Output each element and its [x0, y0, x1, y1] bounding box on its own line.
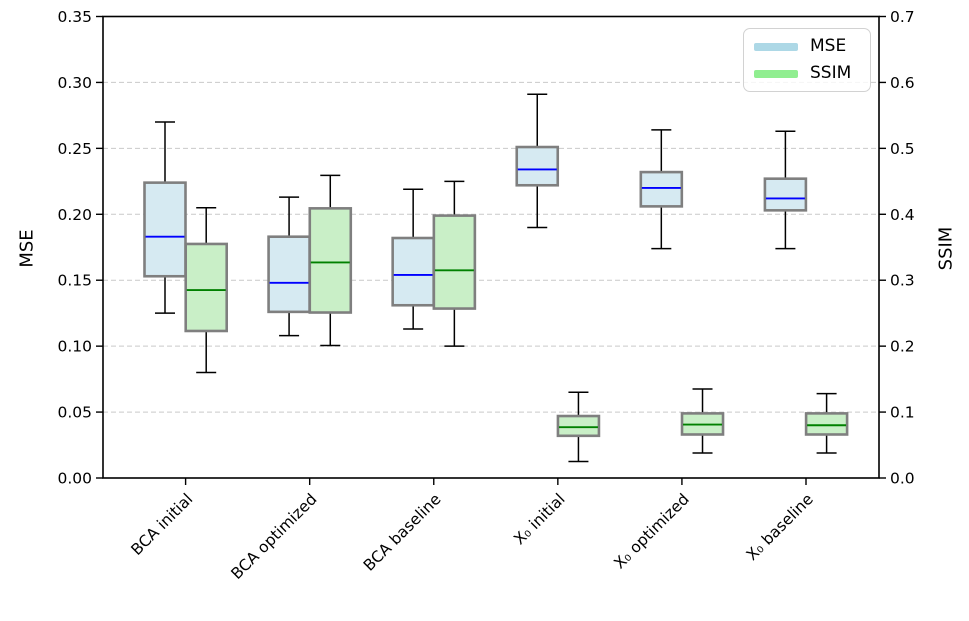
right-tick-label: 0.0	[890, 470, 915, 488]
right-tick-label: 0.4	[890, 206, 915, 224]
right-axis-title: SSIM	[935, 226, 957, 271]
left-tick-label: 0.15	[57, 272, 92, 290]
box-mse-2	[391, 188, 435, 330]
legend-label-mse: MSE	[810, 36, 847, 56]
left-tick-label: 0.00	[57, 470, 92, 488]
legend-entry-mse: MSE	[754, 38, 858, 55]
box-rect	[515, 145, 560, 187]
box-mse-1	[267, 196, 311, 337]
ssim-swatch-icon	[754, 69, 798, 78]
box-rect	[391, 236, 435, 307]
right-tick-label: 0.1	[890, 404, 915, 422]
box-rect	[143, 181, 187, 278]
x-tick-label: X₀ baseline	[743, 490, 817, 564]
x-tick-label: X₀ initial	[510, 490, 568, 548]
box-mse-4	[639, 129, 684, 250]
left-tick-label: 0.20	[57, 206, 92, 224]
right-tick-label: 0.5	[890, 140, 915, 158]
x-tick-label: BCA baseline	[360, 490, 445, 575]
box-rect	[308, 207, 353, 314]
left-tick-label: 0.10	[57, 338, 92, 356]
box-rect	[639, 170, 684, 208]
left-tick-label: 0.25	[57, 140, 92, 158]
box-rect	[763, 177, 808, 212]
box-mse-3	[515, 93, 560, 229]
box-mse-5	[763, 130, 808, 250]
box-rect	[804, 412, 849, 436]
box-ssim-4	[680, 388, 725, 454]
box-rect	[267, 235, 311, 314]
box-ssim-5	[804, 392, 849, 454]
x-tick-label: BCA optimized	[228, 490, 321, 583]
box-rect	[556, 414, 601, 438]
left-axis-title: MSE	[16, 229, 38, 268]
box-ssim-2	[432, 180, 477, 347]
right-tick-label: 0.2	[890, 338, 915, 356]
left-tick-label: 0.30	[57, 74, 92, 92]
box-mse-0	[143, 121, 187, 314]
box-ssim-1	[308, 174, 353, 347]
box-ssim-3	[556, 391, 601, 463]
right-tick-label: 0.3	[890, 272, 915, 290]
right-tick-label: 0.6	[890, 74, 915, 92]
box-ssim-0	[184, 206, 228, 374]
legend-entry-ssim: SSIM	[754, 65, 858, 82]
box-rect	[184, 242, 228, 333]
x-tick-label: X₀ optimized	[610, 490, 692, 572]
box-rect	[432, 214, 477, 310]
mse-swatch-icon	[754, 42, 798, 51]
legend: MSE SSIM	[743, 28, 871, 92]
x-tick-label: BCA initial	[128, 490, 197, 559]
legend-label-ssim: SSIM	[810, 63, 852, 83]
right-tick-label: 0.7	[890, 8, 915, 26]
left-tick-label: 0.05	[57, 404, 92, 422]
left-tick-label: 0.35	[57, 8, 92, 26]
plot-frame	[102, 15, 880, 479]
